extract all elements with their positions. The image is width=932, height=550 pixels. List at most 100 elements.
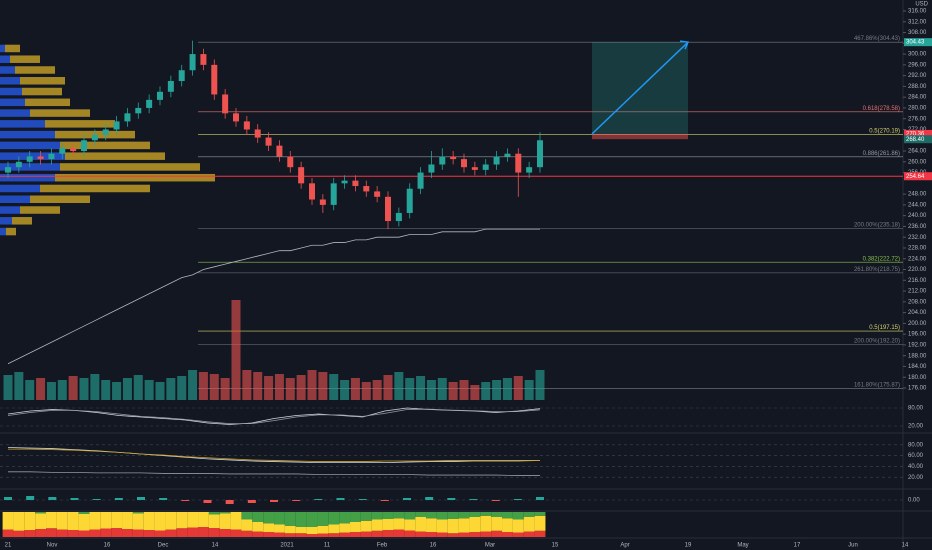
y-tick-label: 20.00: [908, 424, 924, 430]
strength-bar: [350, 522, 361, 532]
strength-bar: [360, 512, 372, 521]
candle-body: [526, 167, 533, 173]
level-label: 0.382(222.72): [863, 256, 900, 262]
volume-bar: [329, 374, 339, 400]
x-tick-label: May: [737, 543, 748, 549]
macd-bar: [203, 500, 212, 503]
y-tick-label: 40.00: [908, 464, 924, 470]
candle-body: [493, 156, 500, 165]
candle-body: [37, 156, 44, 160]
strength-bar: [35, 513, 47, 529]
candle-body: [135, 107, 142, 114]
strength-bar: [241, 530, 253, 537]
volume-bar: [372, 380, 382, 400]
candle-body: [482, 164, 489, 170]
volume-bar: [296, 375, 306, 400]
strength-bar: [35, 512, 47, 514]
y-tick-label: 260.00: [908, 159, 927, 165]
strength-bar: [339, 523, 351, 533]
candle-body: [254, 129, 261, 138]
x-tick-label: Feb: [377, 543, 388, 549]
strength-bar: [382, 512, 394, 519]
strength-bar: [415, 531, 427, 537]
strength-bar: [328, 512, 340, 525]
x-tick-label: Nov: [47, 543, 58, 549]
strength-bar: [89, 512, 101, 530]
x-tick-label: 11: [324, 543, 331, 549]
x-tick-label: 15: [552, 543, 559, 549]
stoch-d: [7, 408, 541, 425]
volume-bar: [166, 378, 176, 400]
candle-body: [309, 183, 315, 200]
macd-bar: [336, 498, 345, 500]
strength-bar: [523, 531, 535, 537]
profile-up: [0, 184, 40, 193]
level-label: 467.86%(304.43): [854, 36, 900, 42]
macd-bar: [48, 497, 57, 500]
strength-bar: [426, 518, 437, 532]
strength-bar: [252, 512, 264, 522]
y-tick-label: 284.00: [908, 95, 927, 101]
strength-bar: [523, 512, 535, 517]
y-tick-label: 204.00: [908, 310, 927, 316]
candle-body: [330, 183, 337, 205]
candle-body: [91, 134, 98, 141]
strength-bar: [274, 512, 285, 525]
x-tick-label: 21: [5, 543, 12, 549]
candle-body: [352, 180, 359, 187]
profile-up: [0, 141, 60, 150]
strength-bar: [371, 519, 383, 531]
strength-bar: [360, 531, 372, 537]
strength-bar: [219, 513, 231, 529]
y-tick-label: 0.00: [908, 498, 920, 504]
profile-down: [60, 141, 150, 150]
y-tick-label: 188.00: [908, 353, 927, 359]
strength-bar: [339, 532, 351, 537]
strength-bar: [469, 512, 481, 517]
candle-body: [102, 129, 109, 135]
macd-bar: [114, 498, 123, 500]
strength-bar: [534, 512, 546, 516]
volume-bar: [264, 376, 274, 400]
volume-bar: [155, 382, 165, 400]
strength-bar: [111, 528, 123, 537]
currency: USD: [915, 2, 928, 8]
strength-bar: [284, 512, 296, 526]
candle-body: [243, 121, 250, 130]
volume-bar: [144, 380, 154, 400]
candle-body: [222, 94, 229, 114]
volume-bar: [220, 378, 230, 400]
strength-bar: [111, 512, 123, 528]
candle-body: [5, 167, 11, 173]
strength-bar: [404, 519, 416, 531]
volume-bar: [112, 382, 122, 400]
strength-bar: [284, 533, 296, 537]
strength-bar: [426, 532, 437, 537]
x-tick-label: Dec: [158, 543, 169, 549]
y-tick-label: 308.00: [908, 30, 927, 36]
volume-bar: [3, 375, 13, 400]
candle-body: [157, 91, 163, 100]
strength-bar: [46, 512, 57, 529]
strength-bar: [350, 532, 361, 537]
strength-bar: [426, 512, 437, 519]
y-tick-label: 176.00: [908, 386, 927, 392]
strength-bar: [512, 512, 524, 520]
profile-up: [0, 195, 30, 203]
osc-c: [8, 471, 540, 476]
candle-body: [70, 148, 77, 152]
profile-down: [65, 152, 165, 160]
x-tick-label: 16: [430, 543, 437, 549]
y-tick-label: 60.00: [908, 453, 924, 459]
strength-bar: [447, 519, 459, 534]
strength-bar: [317, 525, 329, 534]
profile-down: [30, 195, 90, 203]
strength-bar: [436, 519, 448, 533]
strength-bar: [2, 529, 14, 537]
strength-bar: [241, 512, 253, 520]
candle-body: [146, 99, 153, 108]
strength-bar: [480, 515, 492, 532]
macd-bar: [270, 500, 278, 502]
y-tick-label: 244.00: [908, 202, 927, 208]
profile-up: [0, 227, 6, 236]
